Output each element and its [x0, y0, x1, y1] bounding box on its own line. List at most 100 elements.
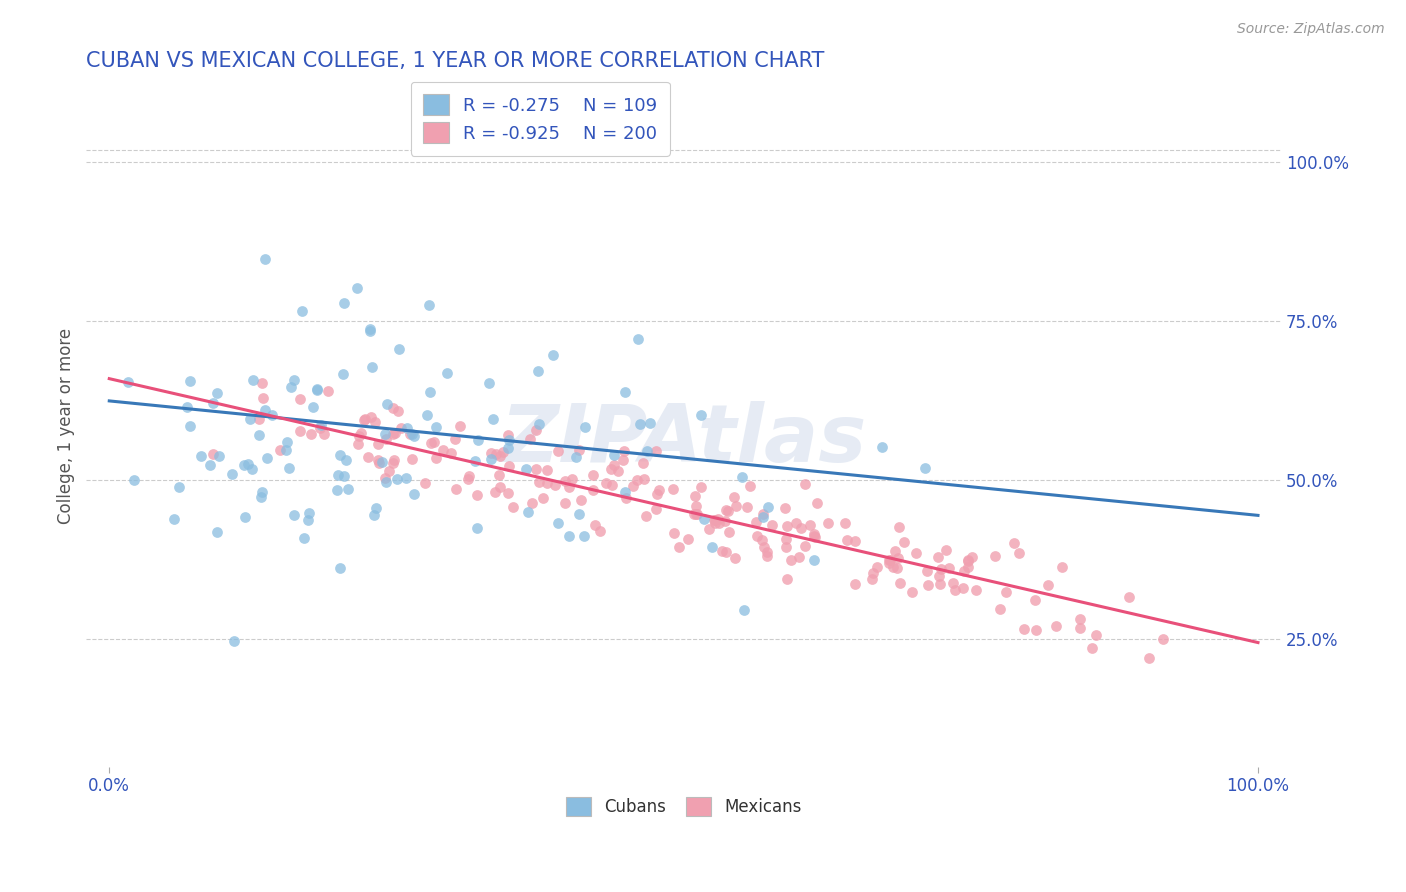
Point — [488, 480, 510, 494]
Point — [443, 433, 465, 447]
Point — [527, 417, 550, 431]
Point — [889, 576, 911, 591]
Point — [1045, 619, 1067, 633]
Point — [747, 529, 769, 543]
Point — [382, 426, 405, 441]
Point — [377, 397, 399, 411]
Point — [648, 483, 671, 498]
Point — [488, 468, 510, 483]
Point — [353, 412, 375, 426]
Point — [953, 564, 976, 578]
Point — [775, 532, 797, 546]
Point — [359, 322, 381, 336]
Point — [332, 469, 354, 483]
Point — [283, 373, 305, 387]
Point — [205, 524, 228, 539]
Point — [316, 384, 339, 398]
Point — [574, 420, 596, 434]
Text: CUBAN VS MEXICAN COLLEGE, 1 YEAR OR MORE CORRELATION CHART: CUBAN VS MEXICAN COLLEGE, 1 YEAR OR MORE… — [86, 51, 825, 70]
Point — [983, 549, 1005, 564]
Point — [572, 528, 595, 542]
Point — [697, 522, 720, 536]
Point — [703, 512, 725, 526]
Point — [893, 534, 915, 549]
Point — [432, 442, 454, 457]
Point — [389, 421, 412, 435]
Point — [1002, 536, 1025, 550]
Point — [233, 510, 256, 524]
Point — [879, 556, 901, 570]
Point — [905, 546, 928, 560]
Point — [751, 533, 773, 547]
Point — [685, 507, 707, 521]
Point — [689, 408, 711, 422]
Point — [238, 458, 260, 472]
Point — [205, 385, 228, 400]
Point — [711, 544, 734, 558]
Point — [887, 550, 910, 565]
Point — [502, 500, 524, 514]
Point — [957, 553, 980, 567]
Point — [541, 348, 564, 362]
Point — [565, 450, 588, 464]
Point — [467, 433, 489, 447]
Text: ZIPAtlas: ZIPAtlas — [501, 401, 866, 479]
Point — [496, 486, 519, 500]
Point — [364, 500, 387, 515]
Point — [942, 576, 965, 591]
Point — [419, 385, 441, 400]
Point — [517, 505, 540, 519]
Point — [479, 452, 502, 467]
Point — [724, 551, 747, 566]
Point — [208, 449, 231, 463]
Point — [478, 376, 501, 391]
Point — [606, 464, 628, 478]
Point — [707, 516, 730, 530]
Point — [496, 428, 519, 442]
Point — [752, 540, 775, 554]
Point — [301, 401, 323, 415]
Point — [515, 462, 537, 476]
Point — [956, 560, 979, 574]
Point — [960, 550, 983, 565]
Point — [862, 566, 884, 580]
Point — [326, 467, 349, 482]
Point — [311, 418, 333, 433]
Point — [717, 525, 740, 540]
Point — [683, 489, 706, 503]
Point — [250, 490, 273, 504]
Point — [346, 281, 368, 295]
Text: Source: ZipAtlas.com: Source: ZipAtlas.com — [1237, 22, 1385, 37]
Point — [374, 427, 396, 442]
Point — [360, 410, 382, 425]
Point — [179, 374, 201, 388]
Point — [1025, 623, 1047, 637]
Point — [382, 401, 405, 415]
Point — [240, 462, 263, 476]
Point — [1152, 632, 1174, 647]
Point — [776, 519, 799, 533]
Point — [479, 446, 502, 460]
Point — [290, 392, 312, 406]
Point — [737, 500, 759, 514]
Point — [636, 508, 658, 523]
Point — [988, 602, 1011, 616]
Point — [252, 391, 274, 405]
Point — [457, 471, 479, 485]
Point — [536, 463, 558, 477]
Point — [404, 487, 426, 501]
Point — [361, 360, 384, 375]
Point — [756, 545, 779, 559]
Point — [554, 475, 576, 489]
Point — [866, 559, 889, 574]
Point — [269, 442, 291, 457]
Y-axis label: College, 1 year or more: College, 1 year or more — [58, 328, 75, 524]
Point — [202, 447, 225, 461]
Point — [363, 508, 385, 522]
Point — [943, 582, 966, 597]
Point — [436, 366, 458, 380]
Point — [374, 433, 396, 447]
Point — [464, 454, 486, 468]
Point — [668, 541, 690, 555]
Point — [1084, 628, 1107, 642]
